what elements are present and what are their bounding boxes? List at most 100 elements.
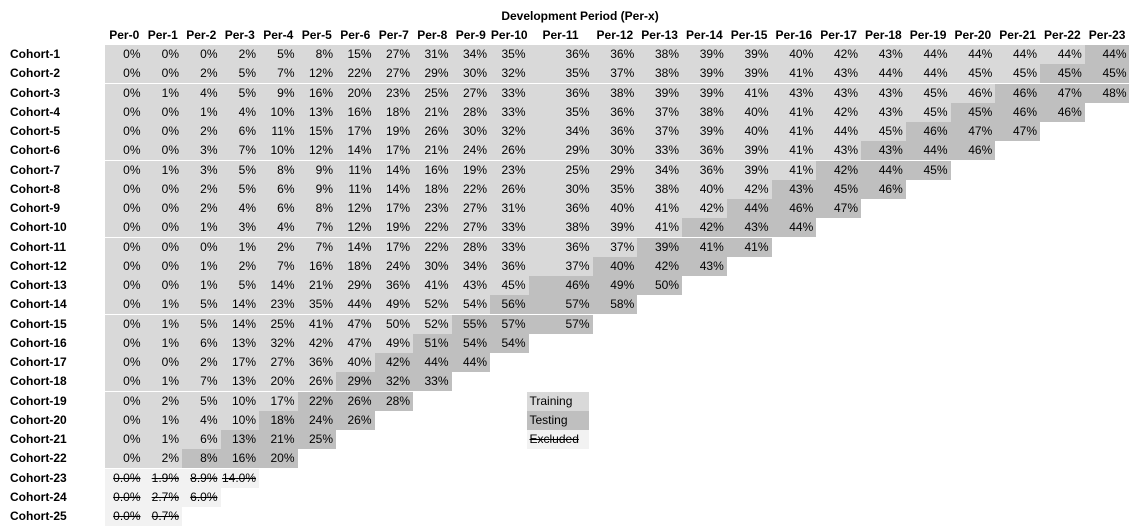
cell: 36% xyxy=(682,160,727,180)
cell: 14% xyxy=(259,276,298,295)
cell: 9% xyxy=(297,160,336,180)
cell: 36% xyxy=(592,122,638,141)
row-label: Cohort-18 xyxy=(10,374,67,389)
cell: 1% xyxy=(182,256,221,276)
cell: 52% xyxy=(413,295,452,315)
cell: 7% xyxy=(259,64,298,84)
cell: 44% xyxy=(905,64,951,84)
row-label: Cohort-10 xyxy=(10,220,67,235)
cell: 43% xyxy=(816,83,861,103)
cell: 0% xyxy=(105,141,144,161)
cell: 35% xyxy=(528,64,593,84)
cell: 0% xyxy=(105,430,144,449)
cell: 26% xyxy=(413,122,452,141)
cell: 18% xyxy=(413,179,452,199)
cell: 30% xyxy=(528,179,593,199)
cell: 0% xyxy=(143,237,182,257)
cell: 36% xyxy=(592,45,638,64)
cell: 1% xyxy=(182,218,221,238)
cell: 42% xyxy=(816,102,861,122)
cell: 44% xyxy=(905,141,951,161)
cell: 8% xyxy=(297,45,336,64)
cell: 1% xyxy=(143,372,182,392)
cell: 29% xyxy=(592,160,638,180)
cell: 54% xyxy=(490,333,529,353)
cell: 8% xyxy=(182,449,221,469)
cell: 23% xyxy=(374,83,413,103)
cell: 0% xyxy=(105,102,144,122)
cell: 32% xyxy=(490,64,529,84)
cell: 5% xyxy=(220,179,259,199)
cell: 0% xyxy=(105,179,144,199)
cell: 33% xyxy=(490,102,529,122)
cell: 1% xyxy=(182,276,221,295)
column-header: Per-15 xyxy=(730,28,768,42)
cell: 32% xyxy=(259,333,298,353)
cell: 43% xyxy=(861,141,906,161)
cell: 1% xyxy=(143,333,182,353)
column-header: Per-19 xyxy=(909,28,947,42)
cell: 0% xyxy=(105,160,144,180)
row-label: Cohort-3 xyxy=(10,85,60,100)
cell: 34% xyxy=(528,122,593,141)
cell: 58% xyxy=(592,295,638,315)
cell: 24% xyxy=(451,141,490,161)
cell: 46% xyxy=(995,102,1040,122)
cell: 43% xyxy=(771,179,817,199)
cell: 33% xyxy=(413,372,452,392)
cell: 47% xyxy=(950,122,996,141)
cell: 17% xyxy=(259,391,298,411)
cell: 3% xyxy=(220,218,259,238)
cell: 36% xyxy=(528,45,593,64)
cell: 19% xyxy=(374,218,413,238)
cell: 17% xyxy=(374,141,413,161)
cell: 36% xyxy=(682,141,727,161)
cell: 0% xyxy=(105,256,144,276)
row-label: Cohort-2 xyxy=(10,66,60,81)
cell: 40% xyxy=(771,45,817,64)
cell: 43% xyxy=(861,83,906,103)
cell: 55% xyxy=(451,314,490,334)
cell: 30% xyxy=(413,256,452,276)
cell: 16% xyxy=(297,83,336,103)
cell: 44% xyxy=(861,160,906,180)
cell: 16% xyxy=(220,449,259,469)
cell: 14% xyxy=(336,237,375,257)
cell: 26% xyxy=(336,391,375,411)
cell: 2% xyxy=(182,179,221,199)
cell: 39% xyxy=(726,160,772,180)
cell: 36% xyxy=(297,353,336,372)
cell: 41% xyxy=(637,199,682,218)
cell: 13% xyxy=(220,333,259,353)
cell: 0% xyxy=(143,276,182,295)
cell: 47% xyxy=(995,122,1040,141)
cell: 1% xyxy=(143,83,182,103)
cell: 57% xyxy=(528,314,593,334)
cell: 10% xyxy=(220,391,259,411)
cell: 46% xyxy=(861,179,906,199)
row-label: Cohort-16 xyxy=(10,335,67,350)
cell: 39% xyxy=(682,64,727,84)
cell: 46% xyxy=(950,83,996,103)
cell: 0% xyxy=(105,199,144,218)
column-header: Per-23 xyxy=(1088,28,1126,42)
cell: 34% xyxy=(451,45,490,64)
cell: 35% xyxy=(490,45,529,64)
cell: 47% xyxy=(816,199,861,218)
cell: 50% xyxy=(374,314,413,334)
cell: 54% xyxy=(451,333,490,353)
cell: 11% xyxy=(336,160,375,180)
row-label: Cohort-17 xyxy=(10,355,67,369)
cell: 11% xyxy=(259,122,298,141)
cell: 45% xyxy=(905,160,951,180)
cell: 22% xyxy=(336,64,375,84)
cell: 41% xyxy=(682,237,727,257)
column-header: Per-16 xyxy=(775,28,813,42)
row-label: Cohort-6 xyxy=(10,143,60,158)
cell: 43% xyxy=(861,45,906,64)
row-label: Cohort-5 xyxy=(10,124,60,138)
cell: 17% xyxy=(374,237,413,257)
column-header: Per-10 xyxy=(490,28,528,42)
cell: 41% xyxy=(637,218,682,238)
cell: 41% xyxy=(771,122,817,141)
